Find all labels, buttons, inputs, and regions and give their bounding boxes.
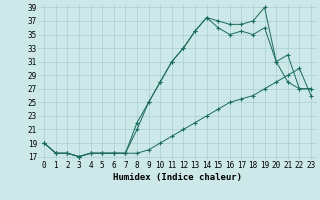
X-axis label: Humidex (Indice chaleur): Humidex (Indice chaleur) — [113, 173, 242, 182]
